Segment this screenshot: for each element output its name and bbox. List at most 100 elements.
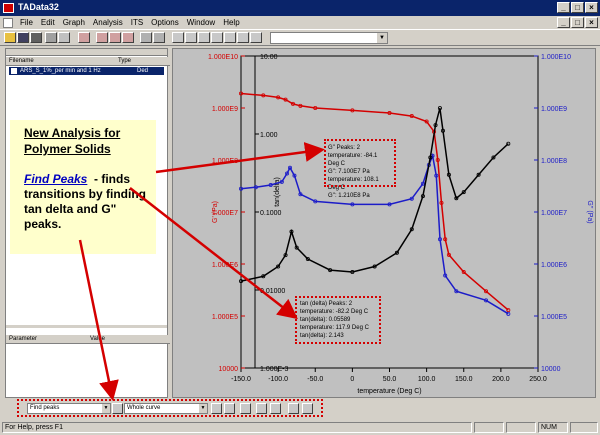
- settings-icon[interactable]: [237, 32, 249, 43]
- save-all-icon[interactable]: [30, 32, 42, 43]
- file-row[interactable]: ARS_S_1%_per min and 1 Hz Ded: [9, 67, 164, 75]
- clear-icon[interactable]: [224, 403, 235, 414]
- menu-options[interactable]: Options: [151, 18, 179, 27]
- parameter-header[interactable]: Parameter: [6, 335, 87, 344]
- data-point: [506, 141, 511, 146]
- data-point: [420, 194, 425, 199]
- mdi-restore-button[interactable]: □: [571, 17, 584, 28]
- chart-svg[interactable]: -150.0 -100.0 -50.0 0 50.0 100.0 150.0 200.0 250…: [173, 49, 595, 397]
- menu-analysis[interactable]: Analysis: [92, 18, 123, 27]
- chevron-down-icon[interactable]: ▼: [102, 404, 110, 413]
- menu-its[interactable]: ITS: [130, 18, 144, 27]
- filename-header[interactable]: Filename: [6, 57, 115, 66]
- x-tick-label: -50.0: [307, 376, 323, 383]
- app-icon: [3, 3, 14, 13]
- analysis-bar: Find peaks ▼ Whole curve ▼: [0, 399, 600, 417]
- save-icon[interactable]: [17, 32, 29, 43]
- data-point: [298, 192, 303, 197]
- options-icon[interactable]: [256, 403, 267, 414]
- callout-title-line1: New Analysis for: [24, 126, 121, 140]
- data-point: [268, 183, 273, 188]
- tan-ann-l4: temperature: 117.9 Deg C: [300, 325, 369, 331]
- data-point: [305, 256, 310, 261]
- left-tick-label: 1.000E8: [212, 158, 238, 165]
- data-point: [491, 155, 496, 160]
- x-tick-label: -100.0: [268, 376, 288, 383]
- find-peaks-link[interactable]: Find Peaks: [24, 172, 88, 186]
- value-header[interactable]: Value: [87, 335, 170, 344]
- export-icon[interactable]: [58, 32, 70, 43]
- callout-text: - finds transitions by finding tan delta…: [24, 172, 146, 231]
- menu-file[interactable]: File: [20, 18, 33, 27]
- data-point: [328, 268, 333, 273]
- right-tick-label: 1.000E10: [541, 54, 571, 61]
- minimize-button[interactable]: _: [557, 2, 570, 13]
- data-point: [439, 200, 444, 205]
- data-point: [433, 123, 438, 128]
- menu-graph[interactable]: Graph: [62, 18, 85, 27]
- data-point: [446, 172, 451, 177]
- multi-graph-icon[interactable]: [109, 32, 121, 43]
- mdi-minimize-button[interactable]: _: [557, 17, 570, 28]
- x-tick-label: 150.0: [455, 376, 473, 383]
- maximize-button[interactable]: □: [571, 2, 584, 13]
- data-point: [292, 173, 297, 178]
- menu-window[interactable]: Window: [186, 18, 216, 27]
- close-button[interactable]: ×: [585, 2, 598, 13]
- graph-icon[interactable]: [78, 32, 90, 43]
- chevron-down-icon[interactable]: ▼: [377, 33, 387, 43]
- marker-icon[interactable]: [198, 32, 210, 43]
- data-point: [435, 158, 440, 163]
- overlay-icon[interactable]: [96, 32, 108, 43]
- status-bar: For Help, press F1 NUM: [0, 421, 600, 435]
- mdi-close-button[interactable]: ×: [585, 17, 598, 28]
- grid-icon[interactable]: [153, 32, 165, 43]
- copy-icon[interactable]: [211, 32, 223, 43]
- open-icon[interactable]: [4, 32, 16, 43]
- data-point: [394, 250, 399, 255]
- analyze-icon[interactable]: [112, 403, 123, 414]
- menu-help[interactable]: Help: [223, 18, 240, 27]
- data-point: [443, 237, 448, 242]
- g-ann-l5: G'': 1.210E8 Pa: [328, 193, 370, 199]
- data-point: [437, 106, 442, 111]
- plot-window: -150.0 -100.0 -50.0 0 50.0 100.0 150.0 200.0 250…: [172, 48, 596, 398]
- x-axis-label: temperature (Deg C): [357, 388, 421, 395]
- data-point: [440, 128, 445, 133]
- print-icon[interactable]: [45, 32, 57, 43]
- table-icon[interactable]: [140, 32, 152, 43]
- curve-select-icon[interactable]: [211, 403, 222, 414]
- grid-graph-icon[interactable]: [122, 32, 134, 43]
- data-point: [283, 97, 288, 102]
- undo-icon[interactable]: [288, 403, 299, 414]
- data-point: [506, 311, 511, 316]
- toolbar-combo[interactable]: ▼: [270, 32, 388, 44]
- paste-icon[interactable]: [224, 32, 236, 43]
- data-point: [454, 289, 459, 294]
- plot-area: [240, 55, 539, 369]
- title-bar: TAData32 _ □ ×: [0, 0, 600, 16]
- type-header[interactable]: Type: [115, 57, 170, 66]
- chevron-down-icon[interactable]: ▼: [199, 404, 207, 413]
- analysis-select[interactable]: Find peaks ▼: [27, 403, 111, 414]
- shield-icon[interactable]: [240, 403, 251, 414]
- zoom-icon[interactable]: [172, 32, 184, 43]
- doc-icon[interactable]: [3, 17, 13, 28]
- cursor-icon[interactable]: [185, 32, 197, 43]
- data-point: [484, 298, 489, 303]
- splitter[interactable]: [6, 325, 167, 328]
- series-line: [240, 92, 509, 311]
- menu-edit[interactable]: Edit: [40, 18, 55, 27]
- right-tick-label: 1.000E9: [541, 106, 567, 113]
- range-select[interactable]: Whole curve ▼: [124, 403, 208, 414]
- tan-ann-l3: tan(delta): 0.05589: [300, 317, 351, 323]
- file-type: Ded: [137, 68, 149, 74]
- save-results-icon[interactable]: [302, 403, 313, 414]
- right-tick-label: 1.000E7: [541, 210, 567, 217]
- data-point: [261, 93, 266, 98]
- x-tick-label: -150.0: [231, 376, 251, 383]
- markers-icon[interactable]: [270, 403, 281, 414]
- series-line: [240, 153, 509, 315]
- range-value: Whole curve: [127, 405, 161, 411]
- list-icon[interactable]: [250, 32, 262, 43]
